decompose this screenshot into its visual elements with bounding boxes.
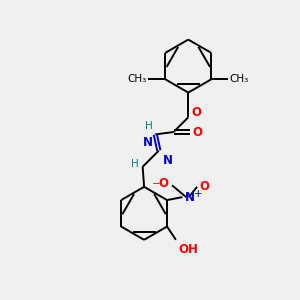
Text: H: H — [145, 122, 153, 131]
Text: O: O — [158, 177, 169, 190]
Text: −: − — [152, 179, 161, 189]
Text: CH₃: CH₃ — [128, 74, 147, 84]
Text: CH₃: CH₃ — [230, 74, 249, 84]
Text: OH: OH — [178, 243, 198, 256]
Text: H: H — [131, 159, 139, 170]
Text: O: O — [191, 106, 201, 119]
Text: N: N — [163, 154, 173, 166]
Text: O: O — [200, 180, 209, 193]
Text: O: O — [193, 125, 203, 139]
Text: +: + — [194, 189, 202, 199]
Text: N: N — [143, 136, 153, 149]
Text: N: N — [185, 190, 195, 204]
